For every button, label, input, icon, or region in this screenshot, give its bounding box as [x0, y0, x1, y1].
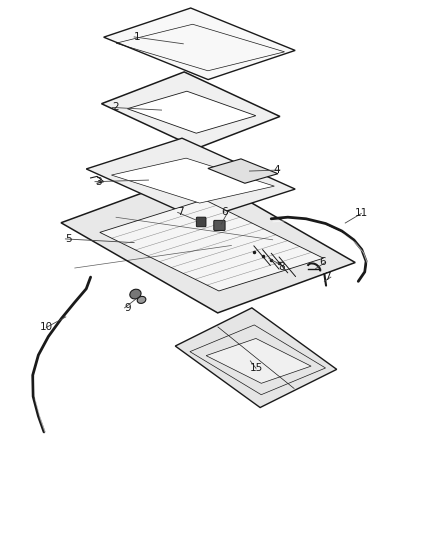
- Text: 7: 7: [177, 207, 184, 217]
- Polygon shape: [127, 91, 256, 133]
- Polygon shape: [100, 200, 323, 291]
- Text: 6: 6: [221, 207, 228, 217]
- Text: 15: 15: [250, 364, 263, 373]
- Text: 5: 5: [65, 234, 72, 244]
- Text: 11: 11: [355, 208, 368, 219]
- Polygon shape: [86, 138, 295, 220]
- Polygon shape: [208, 159, 278, 183]
- Text: 10: 10: [39, 322, 53, 333]
- Ellipse shape: [137, 296, 146, 303]
- Polygon shape: [206, 338, 311, 383]
- Text: 8: 8: [278, 262, 284, 271]
- Polygon shape: [111, 158, 274, 203]
- Polygon shape: [102, 72, 280, 148]
- Text: 2: 2: [112, 102, 119, 112]
- FancyBboxPatch shape: [196, 217, 206, 227]
- Text: 3: 3: [95, 176, 102, 187]
- Polygon shape: [61, 172, 355, 313]
- Text: 4: 4: [273, 165, 280, 175]
- Polygon shape: [104, 8, 295, 79]
- Ellipse shape: [130, 289, 141, 299]
- Text: 7: 7: [324, 272, 331, 282]
- Text: 1: 1: [134, 32, 141, 42]
- Text: 9: 9: [124, 303, 131, 313]
- Text: 6: 6: [319, 257, 326, 267]
- Polygon shape: [175, 308, 337, 408]
- FancyBboxPatch shape: [214, 220, 225, 230]
